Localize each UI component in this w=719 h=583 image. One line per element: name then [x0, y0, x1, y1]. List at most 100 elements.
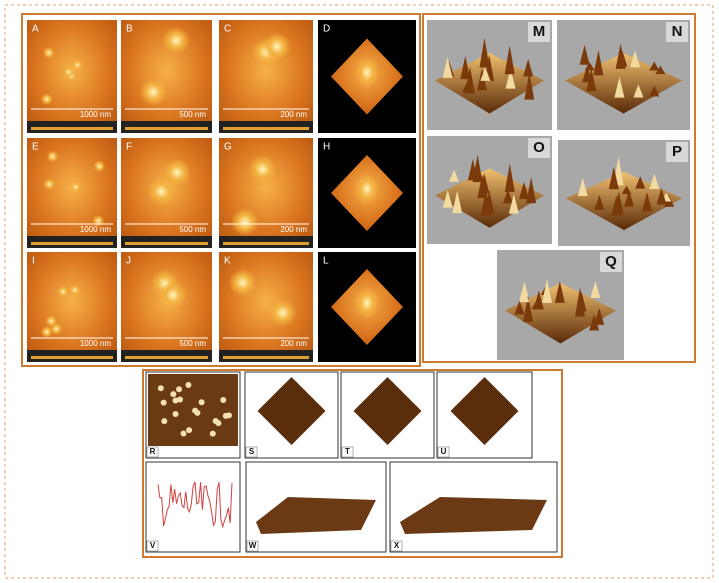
afm-feature — [228, 268, 257, 297]
label-box — [245, 446, 258, 458]
surface-peak — [589, 314, 600, 331]
afm-feature — [93, 160, 106, 173]
afm-feature — [192, 407, 199, 414]
surface-peak — [508, 193, 519, 214]
scale-label: 1000 nm — [80, 225, 111, 234]
afm-3d-surface — [400, 497, 547, 534]
surface-peak — [505, 68, 516, 89]
surface-peak — [649, 61, 660, 71]
panel-label: W — [249, 541, 257, 550]
panel-label: Q — [605, 253, 617, 270]
surface-peak — [635, 176, 646, 189]
panel-label: U — [441, 447, 447, 456]
surface-peak — [464, 66, 475, 94]
color-bar — [125, 127, 208, 130]
afm-feature — [226, 412, 233, 419]
surface-peak — [502, 189, 513, 204]
afm-3d-surface — [257, 377, 326, 445]
panel-label: V — [150, 541, 156, 550]
panel-label: M — [533, 23, 546, 40]
surface-peak — [467, 159, 478, 181]
afm-3d-surface — [505, 283, 616, 344]
panel-label: T — [345, 447, 350, 456]
surface-peak — [554, 281, 565, 303]
afm-feature — [176, 386, 183, 393]
label-box — [146, 446, 159, 458]
label-box — [146, 540, 159, 552]
afm-feature — [355, 287, 379, 319]
scale-label: 200 nm — [280, 110, 307, 119]
surface-peak — [642, 192, 653, 212]
afm-feature — [198, 399, 205, 406]
afm-3d-surface — [256, 497, 376, 534]
surface-peak — [577, 177, 588, 197]
panel-label: F — [126, 142, 132, 153]
surface-peak — [594, 307, 605, 325]
color-bar — [125, 356, 208, 359]
scale-label: 500 nm — [179, 110, 206, 119]
afm-feature — [69, 181, 82, 194]
afm-feature — [147, 177, 176, 206]
surface-peak — [633, 84, 644, 98]
surface-peak — [480, 67, 491, 81]
afm-feature — [162, 26, 191, 55]
label-box — [666, 142, 688, 162]
surface-peak — [480, 188, 491, 216]
surface-peak — [624, 189, 635, 207]
scale-label: 1000 nm — [80, 110, 111, 119]
panel-label: H — [323, 142, 330, 153]
surface-peak — [479, 37, 490, 68]
group-border — [422, 13, 696, 363]
profile-line — [157, 481, 233, 529]
afm-feature — [158, 281, 187, 310]
afm-feature — [172, 397, 179, 404]
surface-peak — [579, 44, 590, 65]
panel-label: N — [672, 23, 683, 40]
afm-feature — [355, 56, 379, 89]
panel-label: P — [672, 143, 682, 160]
afm-feature — [42, 46, 55, 59]
afm-feature — [50, 322, 63, 335]
afm-3d-surface — [450, 377, 519, 445]
surface-peak — [649, 85, 660, 97]
surface-peak — [614, 76, 625, 98]
label-box — [528, 138, 550, 158]
group-border — [21, 13, 421, 367]
afm-feature — [43, 178, 56, 191]
afm-image — [27, 138, 117, 248]
scale-label: 200 nm — [280, 339, 307, 348]
afm-feature — [177, 396, 184, 403]
surface-peak — [523, 58, 534, 77]
afm-feature — [162, 158, 191, 187]
panel-label: J — [126, 256, 131, 267]
afm-feature — [57, 285, 70, 298]
surface-peak — [519, 281, 530, 301]
afm-feature — [268, 298, 297, 327]
afm-feature — [40, 93, 53, 106]
afm-feature — [68, 284, 81, 297]
label-box — [600, 252, 622, 272]
afm-feature — [170, 391, 177, 398]
afm-feature — [186, 427, 193, 434]
afm-feature — [230, 207, 259, 236]
label-box — [341, 446, 354, 458]
surface-peak — [655, 65, 666, 75]
label-box — [666, 22, 688, 42]
color-bar — [223, 356, 309, 359]
panel-label: G — [224, 142, 232, 153]
afm-feature — [46, 150, 59, 163]
afm-feature — [71, 58, 84, 71]
panel-label: A — [32, 24, 39, 35]
surface-peak — [594, 195, 605, 210]
surface-peak — [504, 45, 515, 75]
surface-peak — [504, 163, 515, 192]
afm-feature — [62, 65, 75, 78]
afm-feature — [157, 385, 164, 392]
color-bar — [223, 127, 309, 130]
afm-3d-surface — [353, 377, 422, 445]
afm-image — [27, 252, 117, 362]
panel-label: K — [224, 256, 231, 267]
afm-feature — [185, 381, 192, 388]
color-bar — [31, 242, 113, 245]
surface-peak — [442, 56, 453, 78]
